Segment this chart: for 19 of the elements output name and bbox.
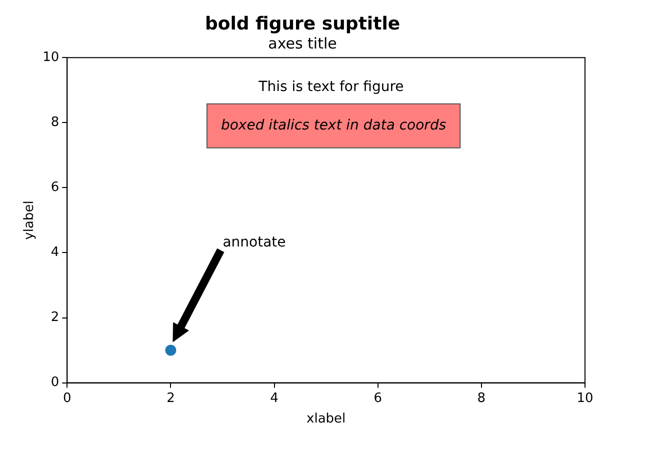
x-tick-label: 10 [576, 390, 594, 406]
y-tick-label: 2 [50, 310, 60, 326]
y-tick-label: 4 [50, 245, 60, 260]
annotation: boxed italics text in data coords [220, 118, 446, 134]
annotation: annotate [222, 234, 286, 250]
y-axis-title: ylabel [22, 200, 38, 240]
x-tick-label: 4 [270, 390, 278, 406]
annotation: This is text for figure [258, 79, 404, 96]
y-tick-label: 0 [50, 375, 60, 390]
chart-title: bold figure suptitle [204, 13, 400, 34]
y-tick-label: 10 [42, 50, 60, 65]
x-tick-label: 0 [63, 390, 72, 406]
x-tick-label: 8 [477, 390, 486, 406]
x-axis-title: xlabel [306, 412, 346, 427]
y-tick-label: 6 [50, 180, 60, 196]
x-tick-label: 2 [166, 390, 175, 406]
chart-subtitle: axes title [268, 34, 337, 52]
x-tick-label: 6 [374, 390, 382, 406]
y-tick-label: 8 [50, 115, 60, 130]
